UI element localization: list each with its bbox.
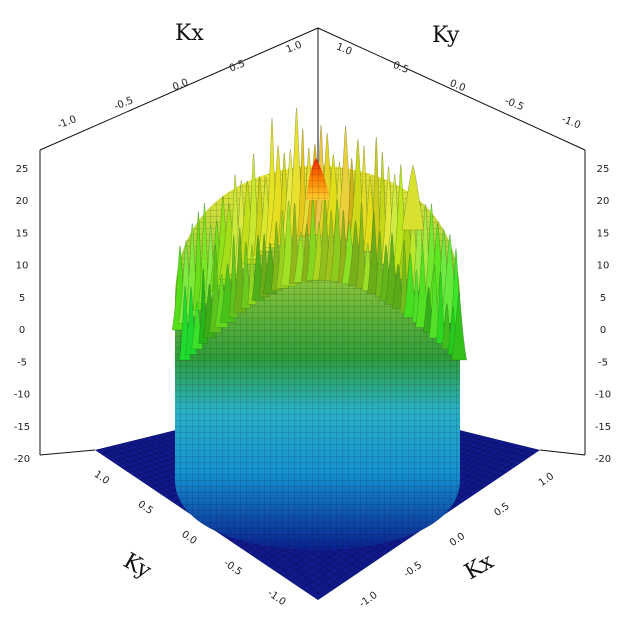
ky-bottom-tick-4: -1.0 [265, 588, 287, 608]
left-floor-link [39, 449, 96, 456]
z-right-tick-5: 0 [600, 325, 606, 336]
z-right-tick-1: 20 [597, 196, 610, 207]
surface-spikes [171, 107, 468, 361]
z-right-ticks: 25 20 15 10 5 0 -5 -10 -15 -20 [595, 164, 611, 465]
ky-bottom-tick-1: 0.5 [136, 499, 155, 517]
z-right-tick-2: 15 [597, 228, 610, 239]
top-right-edge [317, 27, 586, 151]
surface-body [171, 107, 468, 550]
kx-top-tick-0: 1.0 [285, 40, 304, 56]
kx-bottom-tick-2: 0.0 [448, 531, 467, 549]
surface-spike-tall [401, 164, 425, 231]
z-right-tick-7: -10 [595, 390, 611, 401]
ky-top-ticks: 1.0 0.5 0.0 -0.5 -1.0 [335, 42, 583, 132]
central-peak-mesh [306, 158, 330, 200]
ky-top-tick-2: 0.0 [448, 78, 467, 94]
kx-top-ticks: 1.00.50.0-0.5-1.0 [56, 40, 304, 132]
ky-top-tick-3: -0.5 [503, 96, 525, 114]
kx-bottom-tick-1: -0.5 [402, 560, 424, 580]
z-right-tick-6: -5 [598, 357, 608, 368]
kx-top-axis-title: Kx [175, 21, 204, 46]
z-left-tick-3: 10 [16, 261, 29, 272]
z-left-tick-5: 0 [19, 325, 25, 336]
right-floor-link [539, 449, 586, 456]
surface-spike [450, 290, 468, 361]
ky-top-tick-4: -1.0 [560, 114, 582, 132]
top-left-edge [39, 27, 319, 151]
z-left-tick-0: 25 [16, 164, 29, 175]
kx-bottom-tick-0: -1.0 [357, 590, 379, 610]
surface-spike [435, 271, 446, 344]
z-right-tick-4: 5 [600, 293, 606, 304]
z-right-tick-9: -20 [595, 454, 611, 465]
ky-top-axis-title: Ky [432, 23, 460, 48]
kx-bottom-tick-4: 1.0 [537, 471, 556, 489]
z-left-tick-8: -15 [14, 422, 30, 433]
ky-top-tick-1: 0.5 [391, 60, 410, 76]
z-left-tick-6: -5 [17, 357, 27, 368]
z-left-tick-7: -10 [14, 390, 30, 401]
ky-bottom-tick-2: 0.0 [179, 529, 198, 547]
kx-top-tick-4: -1.0 [56, 114, 78, 132]
z-right-tick-8: -15 [595, 422, 611, 433]
ky-bottom-tick-3: -0.5 [222, 558, 244, 578]
z-left-tick-1: 20 [16, 196, 29, 207]
ky-bottom-tick-0: 1.0 [92, 469, 111, 487]
z-left-tick-4: 5 [19, 293, 25, 304]
ky-top-tick-0: 1.0 [335, 42, 354, 58]
kx-bottom-tick-3: 0.5 [492, 501, 511, 519]
ky-bottom-axis-title: Ky [119, 549, 156, 585]
z-left-tick-2: 15 [16, 228, 29, 239]
z-right-tick-0: 25 [597, 164, 610, 175]
kx-top-tick-2: 0.0 [171, 77, 190, 93]
z-left-tick-9: -20 [14, 454, 30, 465]
z-right-tick-3: 10 [597, 261, 610, 272]
z-left-ticks: 25 20 15 10 5 0 -5 -10 -15 -20 [14, 164, 30, 465]
kx-bottom-axis-title: Kx [461, 549, 499, 585]
